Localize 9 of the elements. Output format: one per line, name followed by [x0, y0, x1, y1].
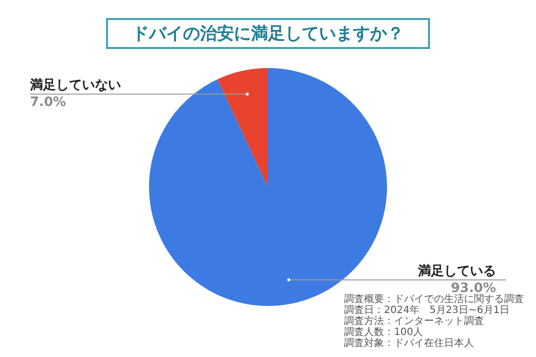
text: 調査対象：ドバイ在住日本人: [344, 338, 475, 349]
slice-label: 満足している: [417, 264, 496, 279]
text: 調査概要：ドバイでの生活に関する調査: [344, 294, 524, 305]
slice-label: 満足していない: [29, 78, 121, 93]
text: 調査日：2024年 5月23日~6月1日: [344, 305, 511, 316]
text: 調査方法：インターネット調査: [344, 316, 485, 327]
data-label: 7.0%: [30, 94, 66, 110]
text: 調査人数：100人: [344, 327, 424, 338]
chart-title: ドバイの治安に満足していますか？: [106, 18, 430, 49]
